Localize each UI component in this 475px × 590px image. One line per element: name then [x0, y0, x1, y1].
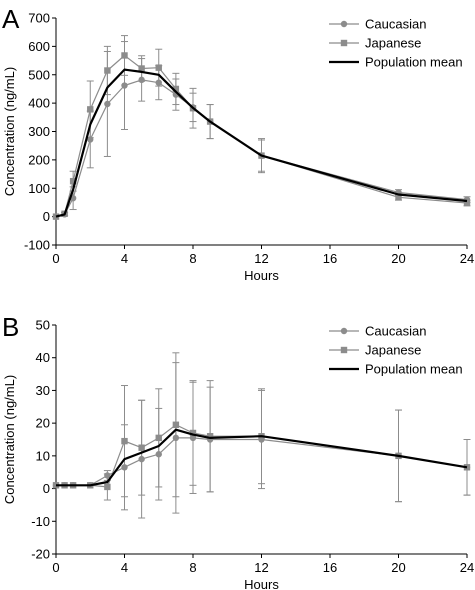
- data-point: [395, 194, 402, 201]
- data-point: [206, 433, 214, 440]
- y-tick-label: 100: [28, 181, 50, 196]
- data-point: [189, 429, 197, 437]
- data-point: [104, 483, 111, 491]
- x-tick-label: 20: [391, 251, 405, 266]
- legend-label: Japanese: [365, 343, 421, 358]
- y-axis-title: Concentration (ng/mL): [2, 67, 17, 196]
- x-tick-label: 12: [254, 251, 268, 266]
- legend-swatch-marker: [340, 346, 348, 354]
- x-tick-label: 24: [460, 251, 474, 266]
- data-point: [138, 444, 145, 451]
- panel-letter: A: [2, 4, 20, 34]
- legend-label: Population mean: [365, 55, 463, 70]
- data-point: [172, 421, 180, 428]
- data-point: [121, 52, 128, 59]
- legend-swatch-marker: [340, 327, 348, 335]
- legend-item-japanese: Japanese: [329, 343, 421, 358]
- x-axis-title: Hours: [244, 577, 279, 590]
- x-tick-label: 0: [52, 251, 59, 266]
- legend-item-caucasian: Caucasian: [329, 324, 426, 339]
- y-tick-label: -100: [24, 238, 50, 253]
- y-tick-label: 600: [28, 39, 50, 54]
- panel-b: B -20 -10 0 10 20 30 40 50 0 4 8 12 16 20 24 Hours Concen…: [2, 312, 474, 590]
- data-point: [87, 106, 94, 113]
- x-tick-label: 0: [52, 560, 59, 575]
- legend-label: Caucasian: [365, 17, 426, 32]
- y-tick-label: 300: [28, 124, 50, 139]
- y-tick-label: 400: [28, 96, 50, 111]
- panel-letter: B: [2, 312, 19, 342]
- legend-label: Population mean: [365, 362, 463, 377]
- legend-item-japanese: Japanese: [329, 36, 421, 51]
- y-tick-label: 0: [43, 481, 50, 496]
- y-tick-label: 500: [28, 67, 50, 82]
- y-axis-title: Concentration (ng/mL): [2, 375, 17, 504]
- y-tick-label: 10: [36, 448, 50, 463]
- y-tick-label: 200: [28, 152, 50, 167]
- series-population-mean: [55, 68, 468, 218]
- legend-item-caucasian: Caucasian: [329, 17, 426, 32]
- x-tick-label: 8: [189, 560, 196, 575]
- y-tick-label: 20: [36, 416, 50, 431]
- data-point: [121, 437, 128, 445]
- y-tick-label: 30: [36, 383, 50, 398]
- data-point: [104, 100, 111, 108]
- x-tick-label: 4: [121, 251, 128, 266]
- y-tick-label: -10: [31, 514, 50, 529]
- x-tick-label: 12: [254, 560, 268, 575]
- data-point: [52, 213, 60, 220]
- x-axis-title: Hours: [244, 268, 279, 283]
- data-point: [172, 85, 180, 93]
- legend: Caucasian Japanese Population mean: [329, 17, 463, 70]
- y-tick-label: 700: [28, 11, 50, 26]
- x-tick-label: 16: [323, 251, 337, 266]
- series-line-japanese: [55, 54, 468, 218]
- legend-item-population-mean: Population mean: [329, 362, 463, 377]
- y-tick-label: 50: [36, 318, 50, 333]
- data-point: [121, 82, 128, 89]
- legend-item-population-mean: Population mean: [329, 55, 463, 70]
- x-tick-label: 16: [323, 560, 337, 575]
- legend: Caucasian Japanese Population mean: [329, 324, 463, 377]
- legend-label: Caucasian: [365, 324, 426, 339]
- x-tick-label: 24: [460, 560, 474, 575]
- series-line-population-mean: [55, 68, 468, 218]
- data-point: [155, 434, 162, 442]
- legend-swatch-marker: [340, 39, 348, 47]
- data-point: [155, 64, 162, 71]
- data-point: [463, 464, 471, 471]
- series-line-population-mean: [56, 428, 468, 487]
- y-tick-label: 0: [43, 209, 50, 224]
- data-point: [69, 177, 77, 185]
- data-point: [104, 67, 111, 74]
- legend-label: Japanese: [365, 36, 421, 51]
- y-tick-label: 40: [36, 350, 50, 365]
- y-tick-label: -20: [31, 547, 50, 562]
- x-tick-label: 8: [189, 251, 196, 266]
- legend-swatch-marker: [340, 20, 348, 28]
- x-tick-label: 4: [121, 560, 128, 575]
- data-point: [463, 199, 471, 207]
- series-population-mean: [56, 428, 468, 487]
- x-tick-label: 20: [391, 560, 405, 575]
- data-point: [138, 65, 145, 72]
